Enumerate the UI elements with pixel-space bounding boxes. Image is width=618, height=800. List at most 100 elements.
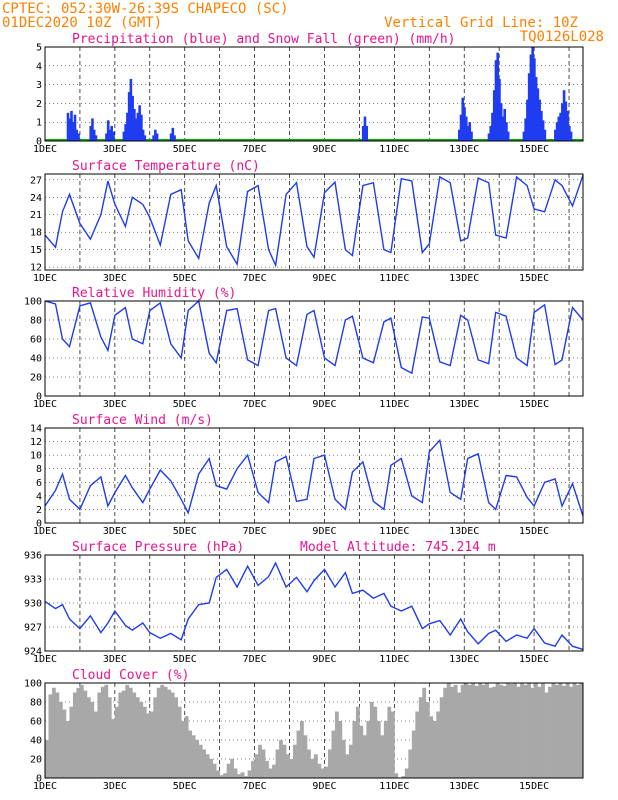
cloud-bar [209, 759, 213, 778]
x-tick-label: 11DEC [379, 781, 409, 792]
precip-bar [561, 103, 564, 141]
y-tick-label: 14 [30, 424, 42, 435]
precip-bar [154, 129, 157, 141]
precip-bar [506, 131, 510, 141]
precip-bar [527, 73, 531, 141]
panel-frame [44, 682, 584, 779]
cloud-bar [125, 684, 130, 778]
precip-bar [361, 125, 365, 141]
precip-bar [557, 116, 561, 141]
precip-bar [143, 135, 147, 141]
precip-bar [533, 58, 536, 141]
panel-precip: Precipitation (blue) and Snow Fall (gree… [33, 32, 584, 155]
panel-title: Surface Pressure (hPa) [72, 540, 244, 555]
y-tick-label: 40 [30, 354, 42, 365]
precip-bar [141, 129, 145, 141]
y-tick-label: 18 [30, 228, 42, 239]
panel-frame [44, 427, 584, 524]
cloud-bar [327, 749, 332, 778]
precip-bar [461, 97, 465, 141]
cloud-bar [341, 740, 346, 778]
cloud-bar [139, 702, 144, 778]
precip-bar [524, 118, 527, 141]
cloud-bar [338, 721, 343, 778]
y-tick-label: 0 [36, 392, 42, 403]
cloud-bar [48, 694, 53, 778]
cloud-bar [572, 683, 577, 778]
cloud-bar [394, 773, 399, 778]
cloud-bar [380, 735, 385, 778]
precip-bar [499, 103, 503, 141]
cloud-bar [45, 740, 49, 778]
cloud-bar [373, 706, 378, 778]
precip-bar [463, 107, 466, 141]
cloud-bar [576, 684, 580, 778]
header-grid-note: Vertical Grid Line: 10Z [384, 15, 578, 31]
cloud-bar [111, 719, 116, 778]
y-tick-label: 27 [30, 175, 42, 186]
x-tick-label: 1DEC [33, 526, 57, 537]
cloud-bar [212, 763, 217, 778]
x-tick-label: 1DEC [33, 781, 57, 792]
y-tick-label: 0 [36, 774, 42, 785]
y-tick-label: 2 [36, 505, 42, 516]
cloud-bar [481, 684, 486, 778]
cloud-bar [439, 697, 444, 778]
x-tick-label: 5DEC [173, 273, 197, 284]
panel-title: Relative Humidity (%) [72, 286, 236, 301]
cloud-bar [58, 702, 63, 778]
precip-bar [124, 124, 127, 141]
cloud-bar [558, 683, 563, 778]
x-tick-label: 9DEC [312, 399, 336, 410]
cloud-bar [300, 721, 304, 778]
cloud-bar [146, 713, 151, 778]
cloud-bar [233, 768, 238, 778]
precip-bar [466, 125, 470, 141]
cloud-bar [488, 687, 493, 778]
x-tick-label: 9DEC [312, 654, 336, 665]
precip-bar [569, 131, 573, 141]
precip-bar [555, 122, 559, 141]
precip-bar [534, 77, 538, 141]
cloud-bar [460, 684, 465, 778]
precip-bar [127, 92, 131, 141]
cloud-bar [565, 683, 570, 778]
cloud-bar [149, 711, 154, 778]
cloud-bar [443, 687, 448, 778]
y-tick-label: 60 [30, 335, 42, 346]
y-tick-label: 4 [36, 61, 42, 72]
cloud-bar [366, 721, 371, 778]
precip-bar [169, 133, 173, 141]
precip-bar [363, 116, 367, 141]
y-tick-label: 4 [36, 491, 42, 502]
cloud-bar [569, 686, 573, 778]
cloud-bar [293, 744, 297, 778]
panel-frame [44, 554, 584, 652]
x-tick-label: 13DEC [449, 526, 479, 537]
x-tick-label: 13DEC [449, 273, 479, 284]
precip-bar [492, 90, 496, 141]
cloud-bar [485, 683, 489, 778]
cloud-bar [303, 735, 308, 778]
y-tick-label: 6 [36, 478, 42, 489]
cloud-bar [223, 773, 227, 778]
panel-cloud: Cloud Cover (%) 0 20 40 60 80 100 1DEC 3DEC 5DEC 7… [24, 668, 584, 792]
precip-bar [531, 47, 534, 141]
x-tick-label: 15DEC [519, 399, 549, 410]
x-tick-label: 3DEC [103, 399, 127, 410]
y-tick-label: 933 [24, 575, 42, 586]
y-tick-label: 21 [30, 210, 42, 221]
cloud-bar [537, 686, 542, 778]
header-station: CPTEC: 052:30W-26:39S CHAPECO (SC) [2, 1, 289, 17]
x-tick-label: 15DEC [519, 273, 549, 284]
y-tick-label: 40 [30, 736, 42, 747]
panel-frame [44, 300, 584, 397]
x-tick-label: 3DEC [103, 781, 127, 792]
cloud-bar [474, 685, 479, 778]
y-tick-label: 100 [24, 297, 42, 308]
cloud-bar [237, 774, 241, 778]
cloud-bar [156, 687, 161, 778]
precip-bar [457, 129, 461, 141]
cloud-bar [376, 721, 381, 778]
precip-bar [459, 114, 463, 141]
